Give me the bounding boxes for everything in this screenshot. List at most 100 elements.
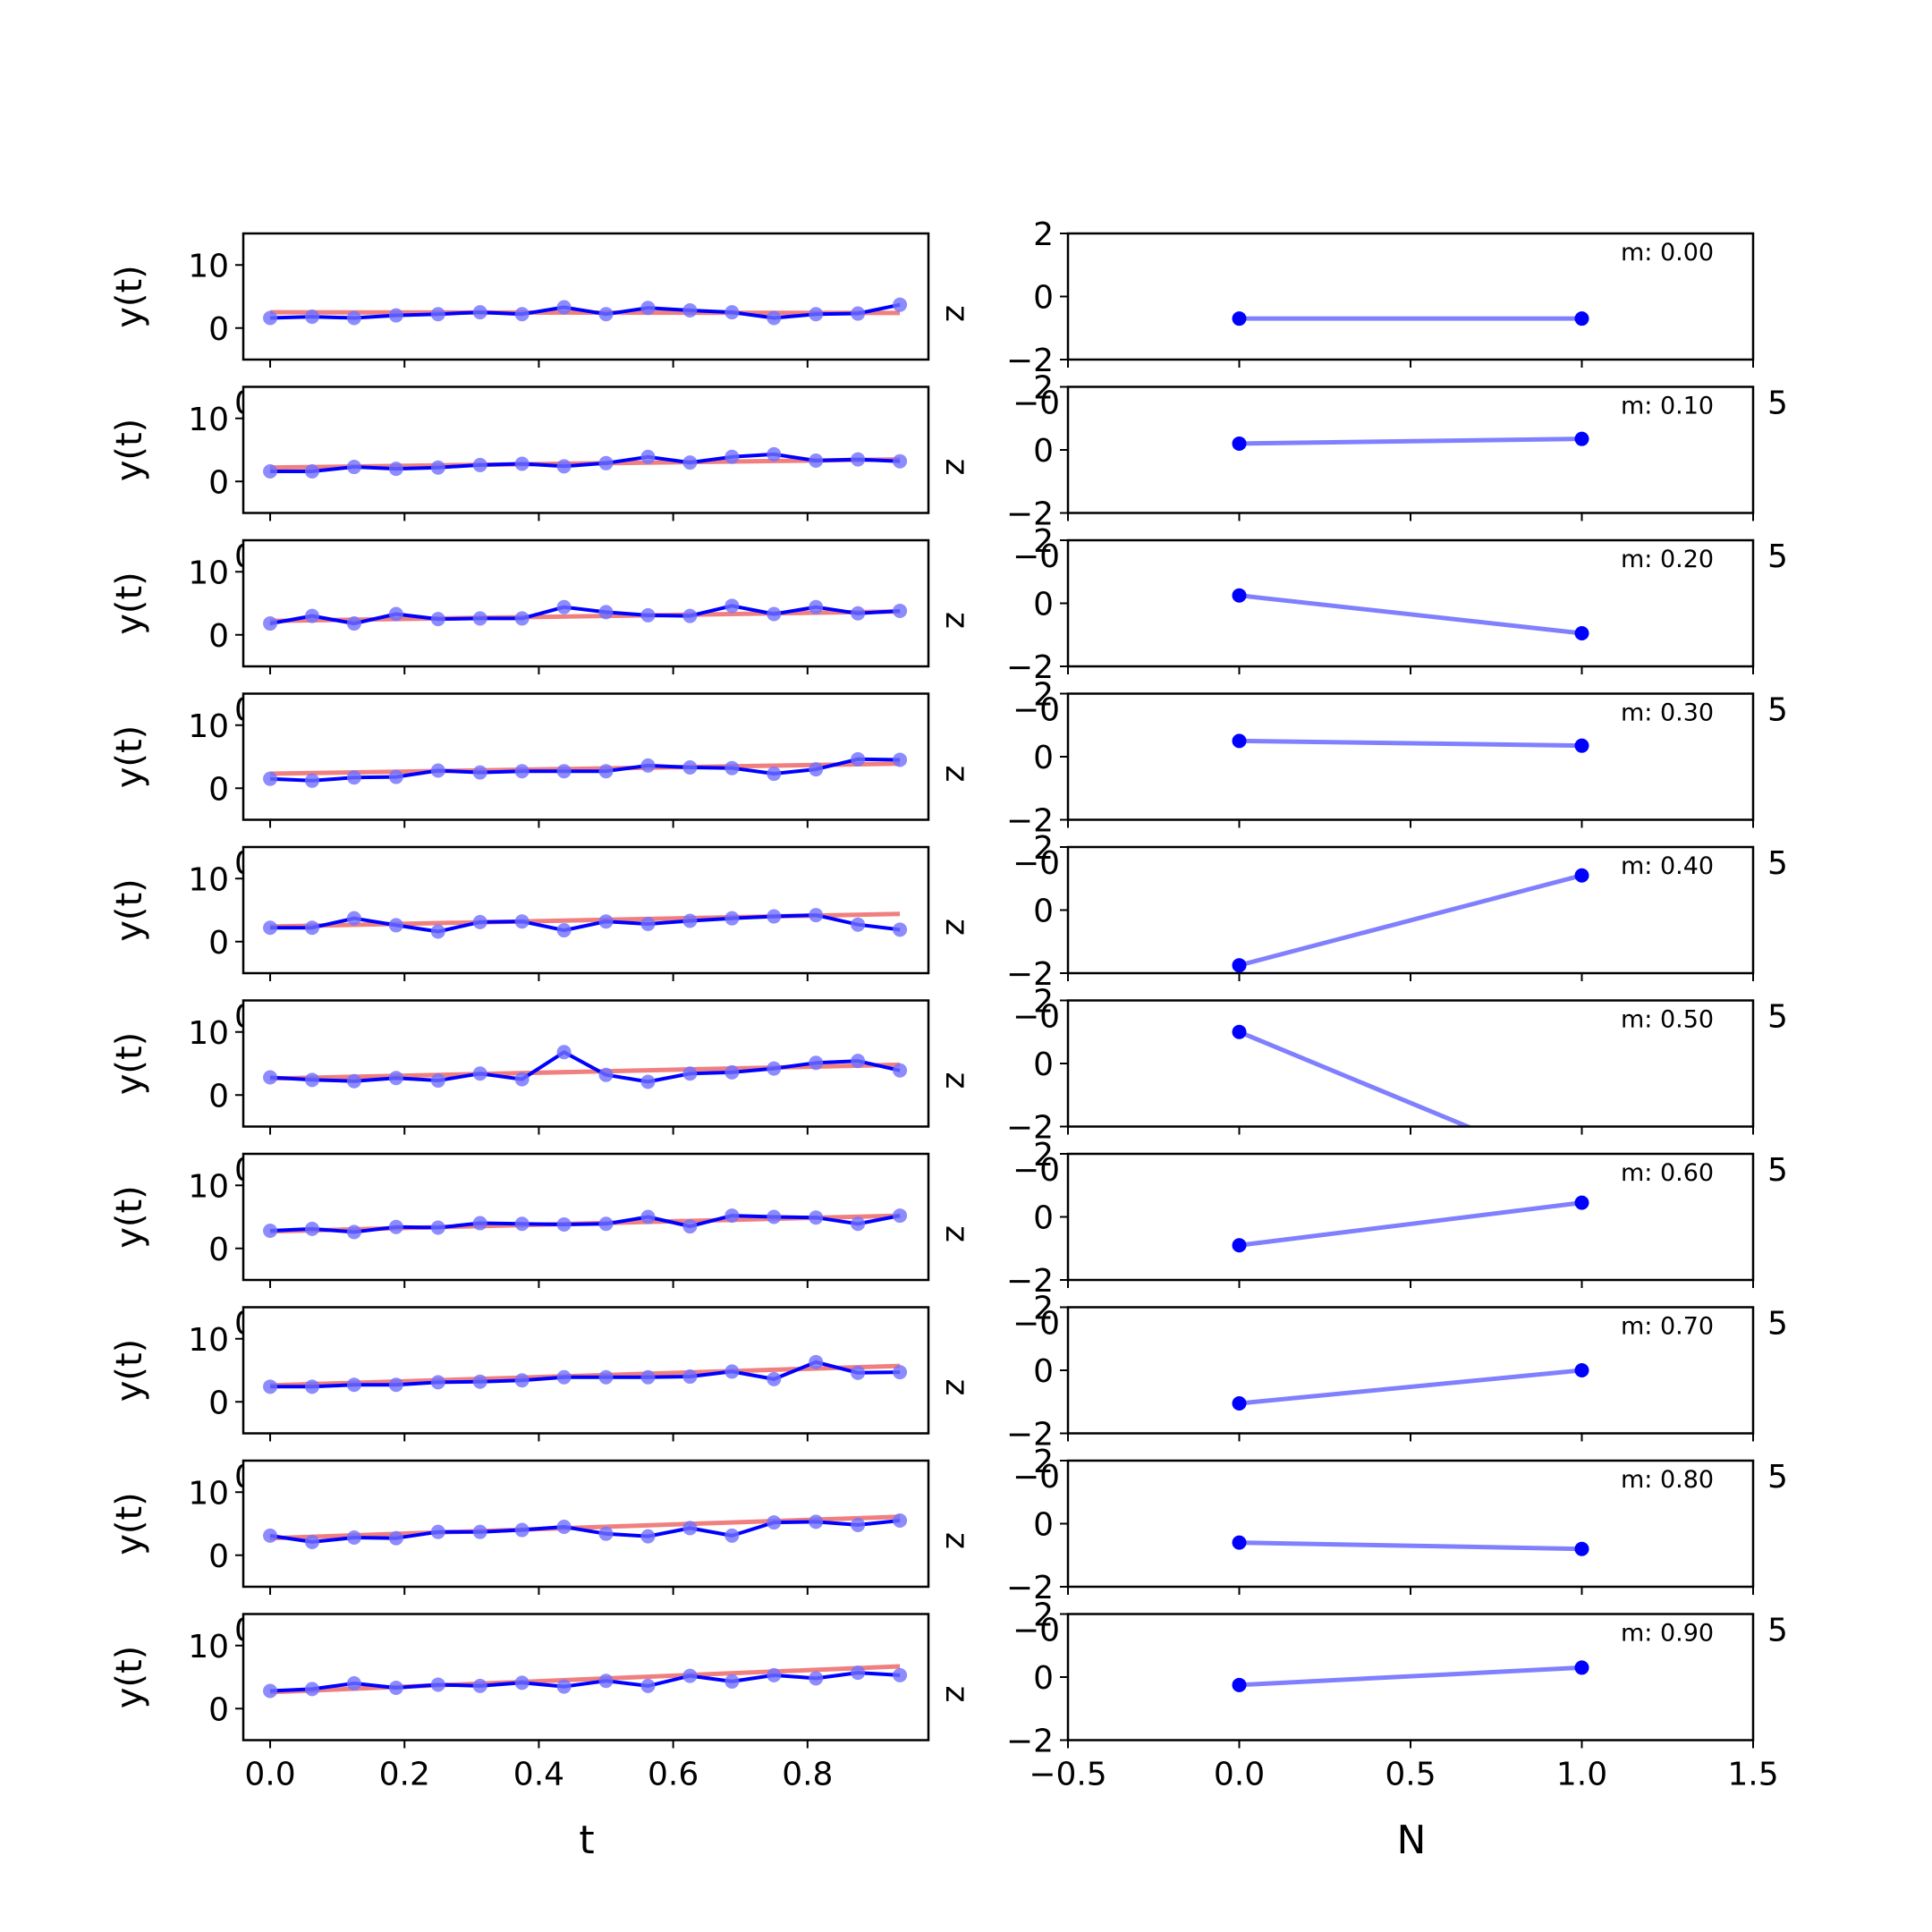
y-axis-label: y(t) — [109, 1492, 150, 1555]
y-axis-label: y(t) — [109, 1185, 150, 1249]
y-tick-label: 2 — [1033, 1444, 1054, 1480]
background-tick-label: −0 — [1013, 1306, 1060, 1343]
data-point — [893, 297, 908, 312]
background-tick-label: 5 — [1767, 1613, 1788, 1649]
data-point — [724, 760, 740, 775]
background-tick-label: 5 — [1767, 999, 1788, 1036]
background-tick-label: 5 — [1767, 538, 1788, 575]
data-point — [556, 459, 572, 474]
data-point — [430, 307, 445, 322]
series-line — [1239, 1200, 1582, 1248]
right-plot-area — [1068, 386, 1753, 513]
data-point — [893, 1513, 908, 1528]
y-tick-label: 10 — [188, 248, 229, 284]
left-subplot: 0 10 y(t) — [109, 232, 930, 368]
right-plot-area — [1068, 1461, 1753, 1587]
data-point — [851, 1517, 866, 1532]
data-point — [640, 917, 656, 932]
data-point — [472, 305, 487, 320]
data-point — [346, 911, 361, 926]
left-plot-content — [263, 908, 908, 939]
data-point — [724, 1208, 740, 1224]
x-tick-label: −0.5 — [1029, 1757, 1106, 1793]
background-glyph: z — [938, 1225, 975, 1242]
data-series-line — [270, 913, 901, 934]
right-plot-area — [1068, 233, 1753, 360]
left-plot-content — [263, 751, 908, 788]
data-point — [346, 770, 361, 785]
data-point — [851, 1216, 866, 1232]
y-tick-label: 2 — [1033, 984, 1054, 1021]
left-plot-content — [263, 598, 908, 631]
data-point — [263, 1224, 278, 1239]
data-point — [893, 752, 908, 767]
data-point — [514, 914, 530, 929]
y-tick-label: 0 — [1033, 1660, 1054, 1697]
panel-annotation: m: 0.80 — [1621, 1466, 1714, 1494]
data-point — [472, 1678, 487, 1693]
data-point — [472, 1524, 487, 1539]
right-plot-content — [1232, 1535, 1589, 1556]
data-point — [724, 911, 740, 926]
data-point — [893, 1667, 908, 1682]
data-point — [893, 922, 908, 937]
data-point — [430, 1375, 445, 1390]
data-point — [1574, 431, 1589, 446]
data-point — [640, 301, 656, 316]
data-point — [640, 1529, 656, 1544]
y-tick-label: 0 — [208, 1078, 229, 1114]
x-tick-label: 0.4 — [513, 1757, 564, 1793]
left-axes-frame — [242, 999, 930, 1128]
data-point — [556, 923, 572, 938]
data-point — [430, 924, 445, 939]
data-point — [514, 1522, 530, 1538]
y-tick-label: 10 — [188, 1475, 229, 1512]
background-tick-label: −0 — [1013, 1613, 1060, 1649]
data-point — [682, 1369, 698, 1385]
panel-annotation: m: 0.30 — [1621, 699, 1714, 727]
data-point — [809, 1055, 824, 1071]
right-subplot: −2 0 2 m: 0.70 — [1006, 1291, 1755, 1453]
data-point — [1574, 1195, 1589, 1210]
left-axes-frame — [242, 1459, 930, 1589]
data-point — [263, 1379, 278, 1394]
data-point — [893, 1063, 908, 1078]
data-series-line — [269, 1519, 901, 1544]
data-point — [1574, 738, 1589, 753]
data-point — [1574, 1660, 1589, 1675]
y-tick-label: 0 — [1033, 280, 1054, 317]
data-point — [598, 764, 614, 779]
data-point — [304, 920, 319, 936]
y-tick-label: 10 — [188, 1015, 229, 1052]
left-plot-content — [263, 297, 908, 326]
x-tick-label: 0.8 — [782, 1757, 833, 1793]
data-point — [767, 310, 782, 326]
background-tick-label: −0 — [1013, 386, 1060, 422]
x-tick-label: 1.0 — [1556, 1757, 1607, 1793]
data-point — [640, 449, 656, 464]
data-point — [893, 453, 908, 469]
data-point — [304, 1072, 319, 1088]
left-axes-frame — [242, 232, 930, 361]
data-point — [263, 771, 278, 786]
data-point — [598, 914, 614, 929]
background-glyph: z — [938, 459, 975, 476]
data-point — [1232, 1677, 1247, 1692]
data-point — [304, 773, 319, 788]
data-point — [893, 1365, 908, 1380]
left-x-axis-label: t — [579, 1818, 594, 1863]
data-series-line — [270, 1360, 901, 1389]
y-tick-label: 10 — [188, 861, 229, 898]
background-glyph: z — [938, 305, 975, 322]
background-tick-label: 5 — [1767, 1459, 1788, 1496]
right-plot-content — [1232, 733, 1589, 753]
y-tick-label: 2 — [1033, 1137, 1054, 1174]
y-tick-label: 10 — [188, 1629, 229, 1665]
data-point — [724, 1064, 740, 1080]
y-tick-label: 0 — [1033, 1507, 1054, 1544]
data-series-line — [269, 1214, 901, 1234]
right-subplot: −2 0 2 −0.5 0.0 0.5 1.0 1.5 m: 0.90 — [1006, 1597, 1779, 1793]
data-point — [346, 616, 361, 631]
right-plot-area — [1068, 693, 1753, 820]
data-point — [640, 1209, 656, 1224]
